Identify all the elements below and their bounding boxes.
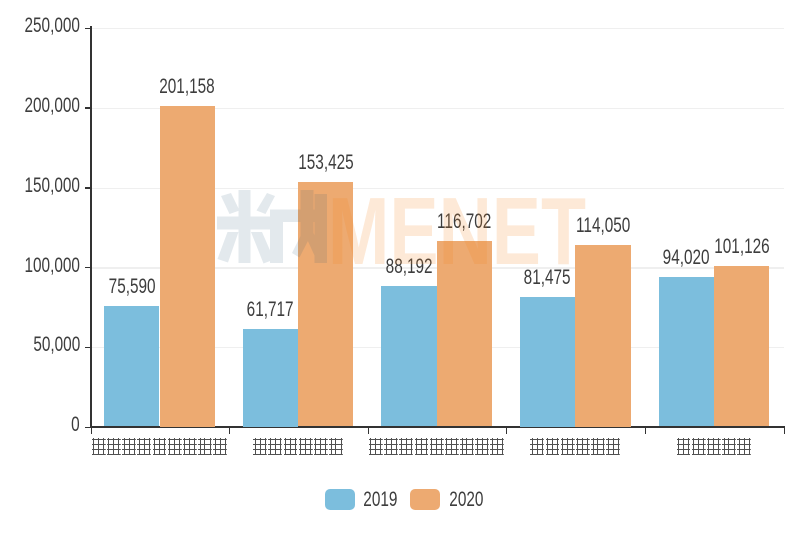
svg-text:MENET: MENET — [328, 179, 586, 286]
